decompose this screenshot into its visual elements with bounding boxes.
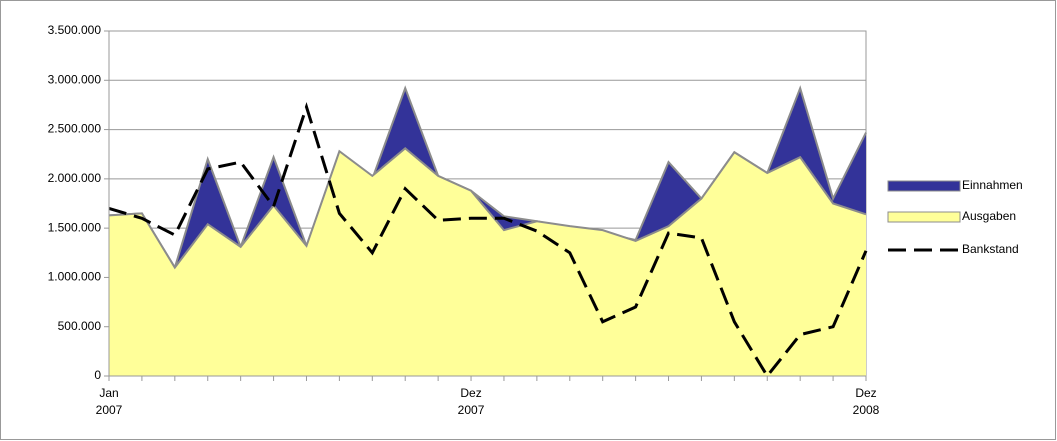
y-tick-label: 500.000 [58,319,102,333]
legend-label: Ausgaben [962,209,1016,223]
x-tick-label: Dez 2007 [457,386,485,417]
line [108,101,868,379]
y-tick-label: 2.000.000 [48,171,102,185]
y-tick-label: 2.500.000 [48,122,102,136]
y-tick-label: 3.500.000 [48,23,102,37]
y-tick-label: 1.500.000 [48,220,102,234]
area-outline [108,146,867,270]
y-tick-label: 1.000.000 [48,270,102,284]
y-tick-label: 3.000.000 [48,72,102,86]
x-tick-label: Dez 2008 [852,386,880,417]
area [109,148,866,376]
legend-swatch [887,180,961,192]
legend-swatch [887,211,961,223]
legend-label: Einnahmen [962,178,1023,192]
x-tick-label: Jan 2007 [95,386,123,417]
legend-label: Bankstand [962,242,1019,256]
y-tick-label: 0 [94,368,101,382]
